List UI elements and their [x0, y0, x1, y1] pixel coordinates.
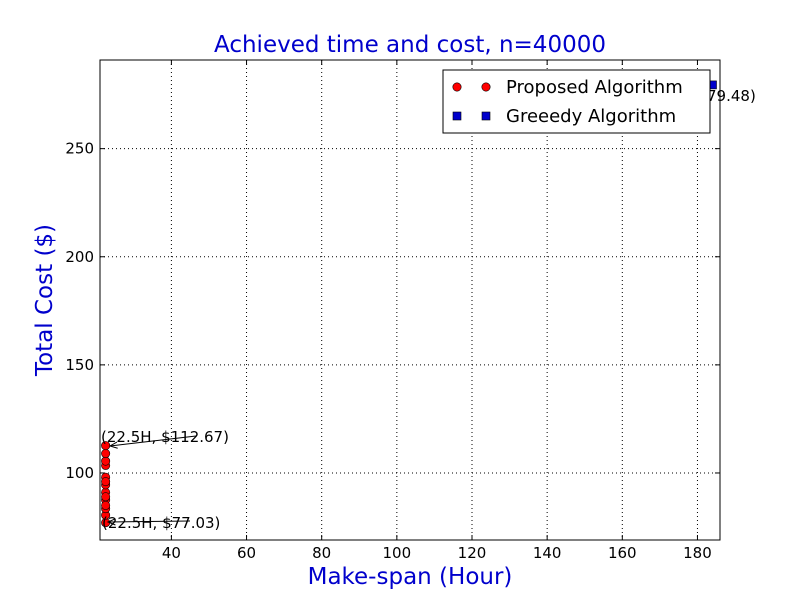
x-tick-label: 120	[458, 544, 487, 562]
annotation-arrowhead	[106, 518, 116, 526]
annotation-arrow	[109, 435, 197, 447]
plot-frame	[99, 59, 721, 541]
annotation-arrowhead	[108, 441, 118, 449]
legend-entry-label: Greeedy Algorithm	[506, 106, 676, 127]
proposed-data-point	[101, 449, 111, 459]
x-tick-label: 80	[312, 544, 331, 562]
data-annotation: (22.5H, $112.67)	[101, 428, 229, 446]
proposed-data-point	[101, 477, 111, 487]
data-markers	[101, 80, 717, 528]
proposed-data-point	[101, 492, 111, 502]
y-tick-label: 100	[65, 464, 94, 482]
x-tick-label: 140	[533, 544, 562, 562]
annotations: (22.5H, $112.67) (22.5H, $77.03) 79.48)	[101, 87, 756, 532]
x-tick-label: 100	[383, 544, 412, 562]
y-tick-label: 200	[65, 248, 94, 266]
data-annotation: (22.5H, $77.03)	[102, 514, 220, 532]
x-tick-label: 180	[683, 544, 712, 562]
chart-title: Achieved time and cost, n=40000	[214, 32, 606, 58]
legend: Proposed Algorithm Greeedy Algorithm	[442, 69, 711, 134]
proposed-data-point	[101, 500, 111, 510]
x-tick-label: 40	[162, 544, 181, 562]
legend-entry-label: Proposed Algorithm	[506, 77, 683, 98]
y-tick-label: 250	[65, 140, 94, 158]
legend-box	[442, 69, 711, 134]
proposed-data-point	[101, 456, 111, 466]
legend-marker-square	[452, 111, 462, 121]
x-axis-label: Make-span (Hour)	[308, 564, 513, 590]
axis-ticks: 40 60 80 100 120 140 160 180 100 150 200 250	[65, 60, 720, 562]
y-tick-label: 150	[65, 356, 94, 374]
x-tick-label: 160	[608, 544, 637, 562]
legend-marker-circle	[452, 82, 462, 92]
legend-marker-square	[481, 111, 491, 121]
data-annotation: 79.48)	[707, 87, 756, 105]
grid-lines	[100, 60, 720, 540]
y-axis-label: Total Cost ($)	[32, 224, 58, 377]
legend-marker-circle	[481, 82, 491, 92]
annotation-arrow	[107, 520, 191, 523]
x-tick-label: 60	[237, 544, 256, 562]
